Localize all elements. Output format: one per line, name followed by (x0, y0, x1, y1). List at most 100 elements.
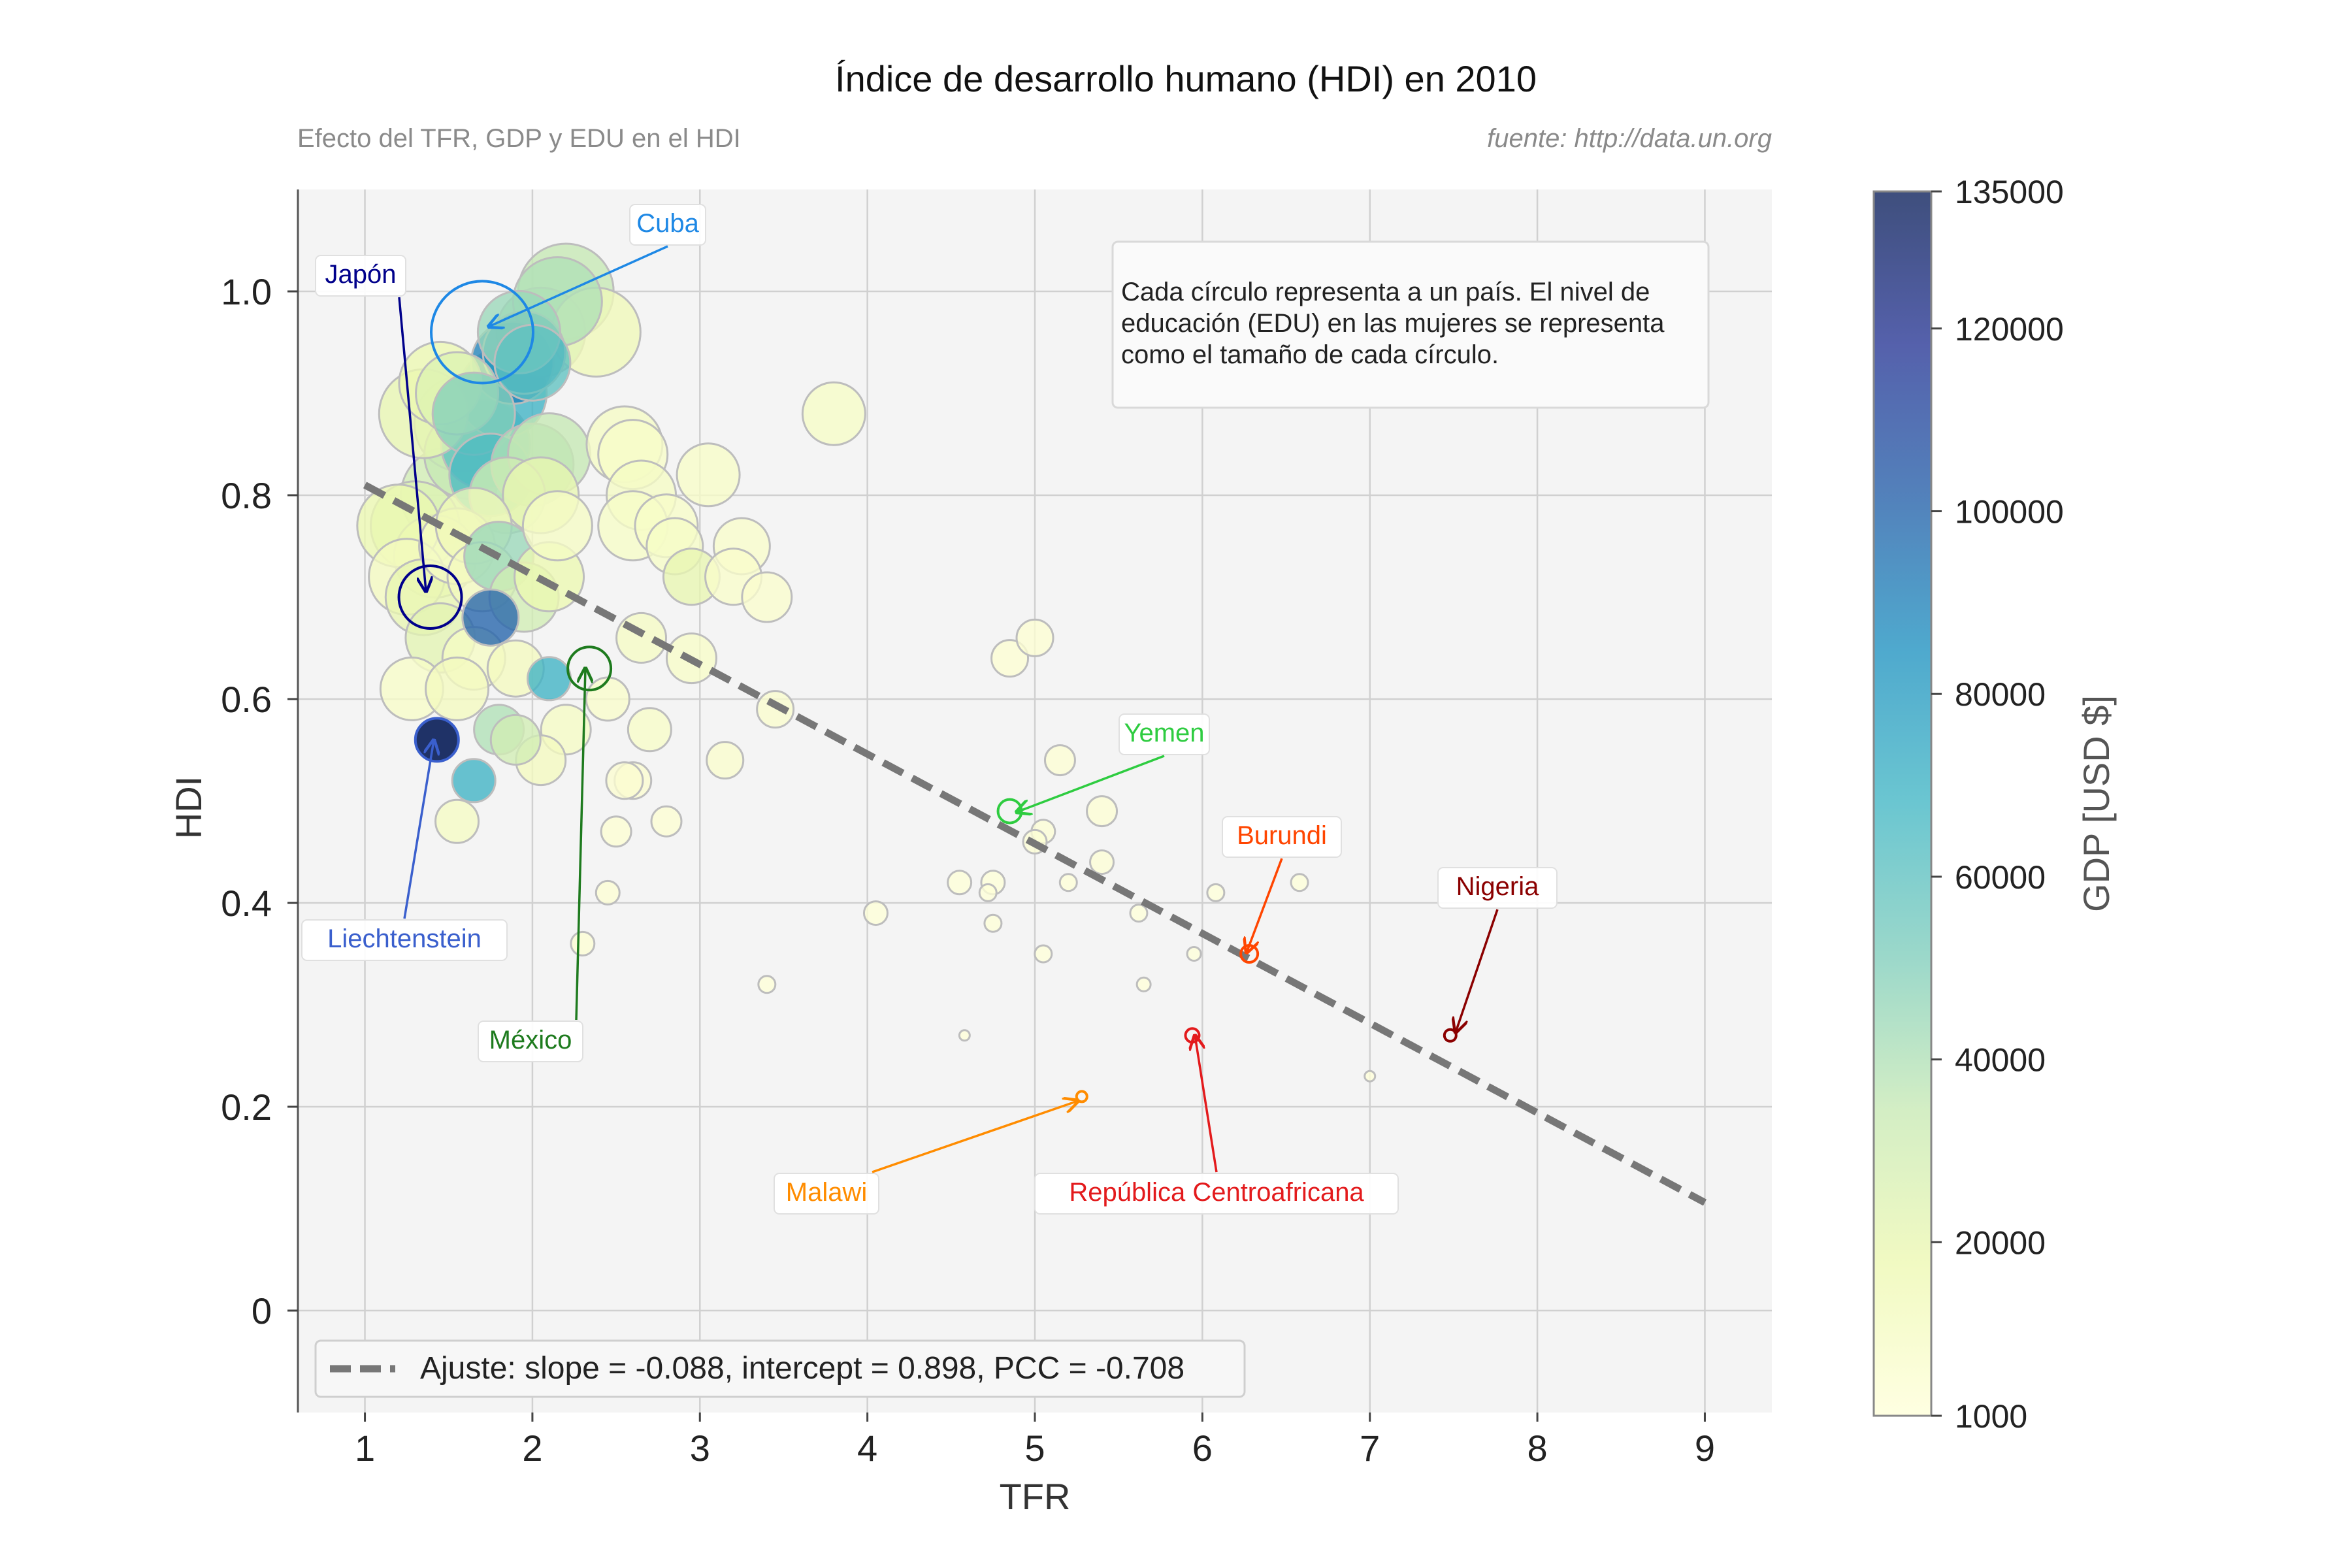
data-point (1058, 873, 1078, 892)
highlight-point (414, 717, 460, 763)
y-tick-label: 0.2 (221, 1086, 272, 1128)
legend-box (314, 1339, 1246, 1398)
data-point (1135, 976, 1152, 992)
note-box: Cada círculo representa a un país. El ni… (1111, 240, 1710, 409)
annotation-label: República Centroafricana (1069, 1178, 1364, 1207)
data-point (1364, 1070, 1377, 1083)
legend-label: Ajuste: slope = -0.088, intercept = 0.89… (420, 1351, 1184, 1386)
x-axis-label: TFR (1000, 1476, 1071, 1517)
country-annotations: Cuba Japón Liechtenstein México Yemen Burundi… (301, 204, 1558, 1215)
data-point (1129, 904, 1149, 923)
data-point (1034, 944, 1053, 964)
chart-title: Índice de desarrollo humano (HDI) en 201… (835, 58, 1537, 99)
annotation-arrow (575, 668, 585, 1021)
annotation-label: Cuba (636, 209, 699, 238)
data-point (801, 381, 866, 446)
data-point (757, 975, 777, 994)
data-point (958, 1029, 971, 1042)
fit-line (363, 482, 1707, 1206)
data-point (1290, 873, 1309, 892)
y-tick-label: 0.6 (221, 679, 272, 720)
colorbar-tick-label: 100000 (1955, 493, 2064, 530)
data-point (595, 879, 621, 906)
data-point (600, 815, 632, 848)
annotation-label-box (1222, 816, 1342, 858)
annotation-label-box (1119, 713, 1210, 755)
annotation-arrow (398, 297, 426, 591)
y-axis-ticks: 0 0.2 0.4 0.6 0.8 1.0 (221, 271, 298, 1331)
highlight-point (430, 280, 534, 385)
colorbar-tick-label: 60000 (1955, 859, 2046, 896)
annotation-arrow (872, 1101, 1078, 1173)
colorbar-tick-label: 120000 (1955, 311, 2064, 348)
annotation-label: México (489, 1026, 572, 1054)
annotation-label: Liechtenstein (327, 924, 482, 953)
y-axis-label: HDI (168, 776, 209, 839)
annotation-label: Malawi (786, 1178, 867, 1207)
colorbar: 1000 20000 40000 60000 80000 100000 120000 1350… (1872, 174, 2117, 1435)
x-axis-ticks: 1 2 3 4 5 6 7 8 9 (355, 1413, 1715, 1469)
note-text: Cada círculo representa a un país. El ni… (1121, 278, 1672, 369)
colorbar-tick-label: 20000 (1955, 1224, 2046, 1261)
note-box-background (1111, 240, 1710, 409)
data-point (1015, 618, 1054, 657)
data-point (1206, 883, 1226, 902)
x-tick-label: 9 (1695, 1428, 1715, 1469)
y-tick-label: 1.0 (221, 271, 272, 312)
data-point (521, 490, 593, 562)
data-point (990, 639, 1030, 678)
data-point (1089, 849, 1115, 875)
data-point (756, 690, 795, 729)
note-line-2: educación (EDU) en las mujeres se repres… (1121, 309, 1665, 338)
annotation-arrow (1456, 909, 1499, 1032)
annotation-label-box (315, 255, 406, 297)
data-point (489, 713, 542, 766)
data-point (741, 571, 793, 623)
x-tick-label: 6 (1192, 1428, 1213, 1469)
annotation-arrow (1195, 1036, 1218, 1173)
annotation-arrow (403, 740, 434, 919)
data-point (615, 612, 668, 664)
colorbar-gradient (1872, 190, 1933, 1417)
annotation-label: Japón (325, 260, 397, 289)
colorbar-tick-label: 40000 (1955, 1042, 2046, 1079)
data-point (585, 676, 630, 722)
y-tick-label: 0.4 (221, 883, 272, 924)
data-point (706, 741, 745, 780)
data-point (451, 758, 497, 804)
x-tick-label: 7 (1360, 1428, 1380, 1469)
y-tick-label: 0.8 (221, 475, 272, 516)
note-line-3: como el tamaño de cada círculo. (1121, 340, 1499, 369)
data-point (627, 707, 672, 753)
x-tick-label: 1 (355, 1428, 375, 1469)
x-tick-label: 5 (1024, 1428, 1045, 1469)
annotation-label: Burundi (1237, 821, 1327, 850)
annotation-arrow (1247, 858, 1283, 953)
x-tick-label: 3 (690, 1428, 710, 1469)
annotation-label: Nigeria (1456, 872, 1539, 901)
x-tick-label: 8 (1527, 1428, 1548, 1469)
x-tick-label: 2 (522, 1428, 542, 1469)
chart-subtitle-left: Efecto del TFR, GDP y EDU en el HDI (297, 124, 741, 153)
data-point (676, 442, 741, 508)
chart-subtitle-right: fuente: http://data.un.org (1487, 124, 1772, 153)
x-tick-label: 4 (857, 1428, 877, 1469)
legend: Ajuste: slope = -0.088, intercept = 0.89… (314, 1339, 1246, 1398)
data-point (1043, 744, 1076, 777)
annotation-label-box (301, 919, 508, 961)
annotation-label-box (478, 1021, 583, 1062)
data-point (605, 761, 644, 800)
colorbar-tick-label: 1000 (1955, 1398, 2027, 1435)
data-point (1186, 946, 1202, 962)
annotation-label-box (629, 204, 706, 246)
annotation-arrow (489, 245, 668, 327)
y-tick-label: 0 (252, 1290, 272, 1331)
data-point (983, 913, 1003, 933)
data-point (650, 805, 683, 838)
colorbar-tick-label: 135000 (1955, 174, 2064, 210)
annotation-label-box (1034, 1173, 1399, 1215)
data-point (978, 883, 998, 902)
data-point (527, 656, 572, 702)
colorbar-tick-label: 80000 (1955, 676, 2046, 713)
